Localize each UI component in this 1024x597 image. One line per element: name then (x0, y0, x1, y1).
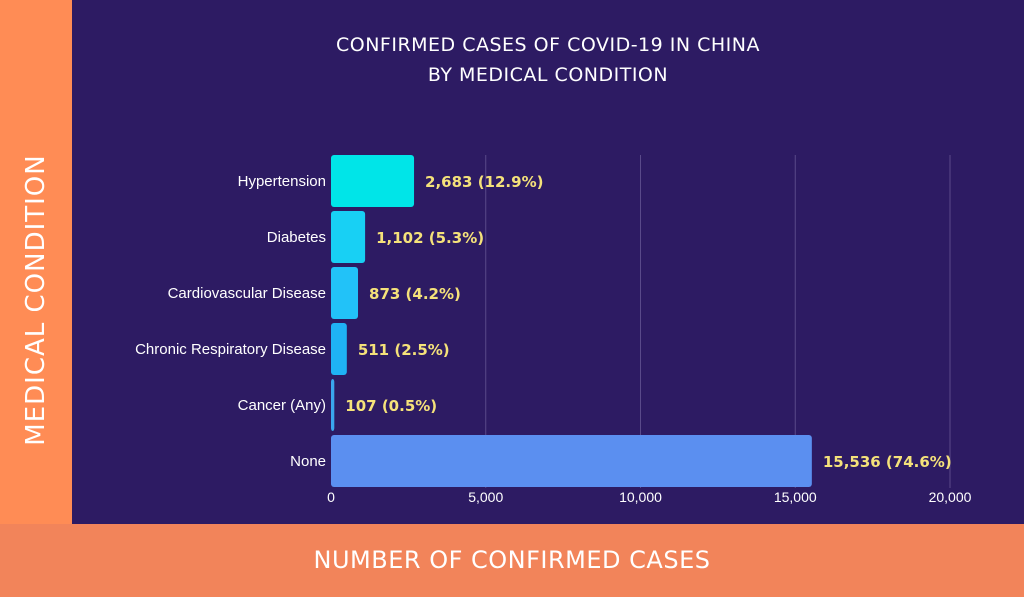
x-tick-label: 5,000 (468, 489, 503, 505)
data-label: 107 (0.5%) (345, 397, 437, 415)
chart-title-line-1: CONFIRMED CASES OF COVID-19 IN CHINA (335, 34, 760, 56)
x-axis-title-band: NUMBER OF CONFIRMED CASES (0, 524, 1024, 597)
category-label: Hypertension (238, 173, 326, 190)
category-label: Cancer (Any) (238, 397, 326, 414)
bar (331, 267, 359, 319)
category-label: Cardiovascular Disease (168, 285, 326, 302)
category-label: None (290, 453, 326, 470)
data-label: 873 (4.2%) (369, 285, 461, 303)
chart-title-line-2: BY MEDICAL CONDITION (427, 64, 669, 86)
x-tick-label: 10,000 (619, 489, 662, 505)
data-label: 1,102 (5.3%) (376, 229, 484, 247)
data-label: 511 (2.5%) (358, 341, 450, 359)
y-axis-title-band: MEDICAL CONDITION (0, 0, 72, 524)
x-axis-title: NUMBER OF CONFIRMED CASES (313, 546, 711, 574)
data-label: 15,536 (74.6%) (823, 453, 952, 471)
bar (331, 435, 812, 487)
bar (331, 155, 415, 207)
x-tick-label: 0 (327, 489, 335, 505)
x-tick-label: 20,000 (929, 489, 972, 505)
bar (331, 323, 347, 375)
bar (331, 379, 335, 431)
bar (331, 211, 366, 263)
category-label: Chronic Respiratory Disease (135, 341, 326, 358)
data-label: 2,683 (12.9%) (425, 173, 543, 191)
chart-title: CONFIRMED CASES OF COVID-19 IN CHINA BY … (72, 30, 1024, 90)
category-label: Diabetes (267, 229, 326, 246)
x-tick-label: 15,000 (774, 489, 817, 505)
